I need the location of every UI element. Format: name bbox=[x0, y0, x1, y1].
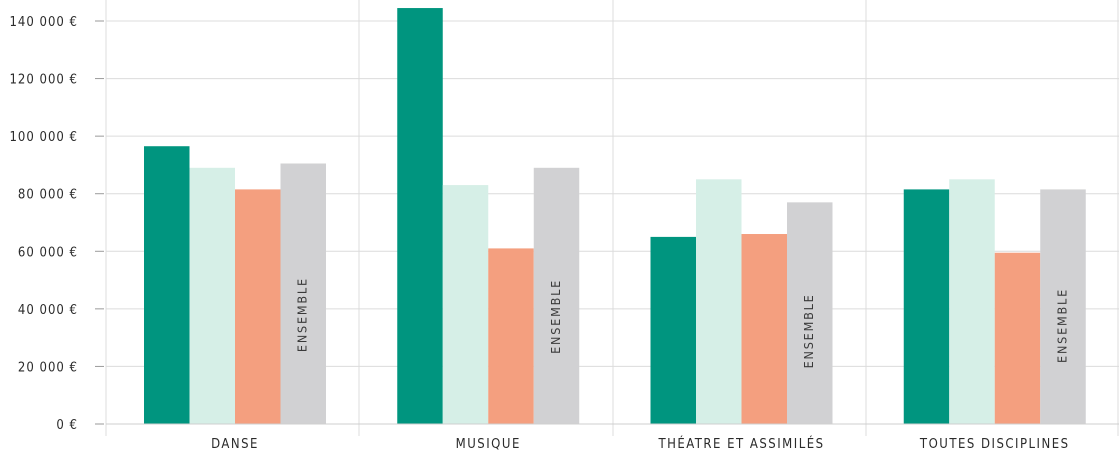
x-axis: DANSE MUSIQUE THÉATRE ET ASSIMILÉS TOUTES D… bbox=[106, 423, 1119, 452]
y-tick-label: 100 000 € bbox=[9, 130, 78, 145]
y-tick-label: 40 000 € bbox=[18, 303, 78, 318]
y-tick-label: 80 000 € bbox=[18, 188, 78, 203]
bar bbox=[994, 252, 1041, 424]
bar bbox=[397, 8, 443, 425]
y-tick-label: 60 000 € bbox=[18, 245, 78, 260]
x-category-label: TOUTES DISCIPLINES bbox=[919, 437, 1070, 452]
bar bbox=[442, 185, 489, 424]
y-tick-label: 20 000 € bbox=[18, 360, 78, 375]
bar bbox=[488, 248, 534, 424]
y-tick-label: 0 € bbox=[56, 418, 78, 433]
y-axis-ticks: 0 € 20 000 € 40 000 € 60 000 € 80 000 € 100 0… bbox=[9, 15, 104, 433]
bar-series-label: ENSEMBLE bbox=[1055, 288, 1070, 363]
y-tick-label: 120 000 € bbox=[9, 73, 78, 88]
bar bbox=[144, 146, 190, 425]
x-category-label: MUSIQUE bbox=[456, 437, 521, 452]
bar bbox=[280, 163, 326, 424]
bar bbox=[650, 236, 696, 424]
bar bbox=[1040, 189, 1086, 424]
bar-series-label: ENSEMBLE bbox=[295, 277, 310, 352]
bar-series-label: ENSEMBLE bbox=[801, 293, 816, 368]
bar bbox=[949, 179, 995, 424]
x-category-label: DANSE bbox=[211, 437, 259, 452]
bar bbox=[696, 179, 742, 424]
x-category-label: THÉATRE ET ASSIMILÉS bbox=[657, 436, 824, 452]
bar bbox=[533, 167, 580, 425]
bar bbox=[741, 234, 787, 424]
bar bbox=[189, 167, 235, 425]
bars bbox=[144, 8, 1086, 425]
bar-series-label: ENSEMBLE bbox=[548, 279, 563, 354]
bar bbox=[235, 189, 281, 424]
bar bbox=[787, 202, 833, 424]
bar bbox=[903, 189, 950, 424]
bar-labels: ENSEMBLE ENSEMBLE ENSEMBLE ENSEMBLE bbox=[295, 277, 1070, 368]
y-tick-label: 140 000 € bbox=[9, 15, 78, 30]
